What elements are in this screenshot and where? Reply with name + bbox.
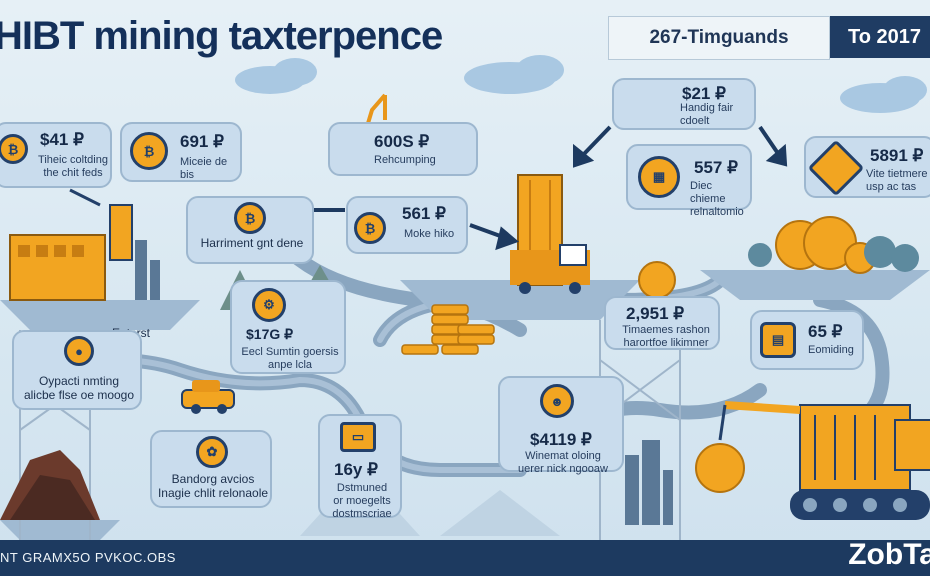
oil-drop-icon: ● [64, 336, 94, 366]
stat-caption: Vite tietmere usp ac tas [866, 168, 928, 193]
stat-card-8: 2,951 ₽ Timaemes rashon harortfoe likimn… [604, 296, 720, 350]
stat-value: 600S ₽ [374, 132, 430, 151]
gear-icon: ⚙ [252, 288, 286, 322]
stat-caption: Winemat oloing uerer nick ngooaw [518, 450, 608, 475]
stat-value: 5891 ₽ [870, 146, 924, 165]
stat-value: 557 ₽ [694, 158, 738, 177]
building-icon: ▤ [760, 322, 796, 358]
stat-value: 65 ₽ [808, 322, 843, 341]
warning-icon [807, 139, 865, 197]
stat-caption: Eomiding [808, 344, 854, 356]
stat-value: $4119 ₽ [530, 430, 592, 449]
coin-icon: ₿ [234, 202, 266, 234]
header-subtitle-box: 267-Timguands [608, 16, 830, 60]
stat-value: 561 ₽ [402, 204, 446, 223]
cart-icon: ▦ [638, 156, 680, 198]
bandorg-bubble: ✿ Bandorg avcios Inagie chlit relonaole [150, 430, 272, 508]
stat-value: 691 ₽ [180, 132, 224, 151]
coin-icon: ₿ [130, 132, 168, 170]
rose-icon: ✿ [196, 436, 228, 468]
coin-icon: ₿ [354, 212, 386, 244]
oypacti-label: Oypacti nmting alicbe flse oe moogo [23, 374, 135, 402]
stat-value: $41 ₽ [40, 130, 84, 149]
stat-value: 16y ₽ [334, 460, 378, 479]
stat-card-3: 600S ₽ Rehcumping [328, 122, 478, 176]
stat-card-7: ₿ 561 ₽ Moke hiko [346, 196, 468, 254]
brand-logo: ZobTa [848, 538, 930, 571]
stat-caption: Diec chieme relnaltomio [690, 180, 744, 218]
stat-value: 2,951 ₽ [626, 304, 685, 323]
stat-caption: Miceie de bis [180, 156, 228, 181]
stat-card-5: ▦ 557 ₽ Diec chieme relnaltomio [626, 144, 752, 218]
harriment-bubble: ₿ Harriment gnt dene [186, 196, 314, 264]
stat-caption: Timaemes rashon harortfoe likimner [622, 324, 710, 349]
stat-caption: Dstmuned or moegelts dostmscriae [332, 482, 392, 520]
stat-card-6: 5891 ₽ Vite tietmere usp ac tas [804, 136, 930, 198]
harriment-label: Harriment gnt dene [200, 236, 304, 250]
stat-caption: Handig fair cdoelt [680, 102, 734, 127]
stat-card-11: ☻ $4119 ₽ Winemat oloing uerer nick ngoo… [498, 376, 624, 475]
stat-value: $21 ₽ [682, 84, 726, 103]
bandorg-label: Bandorg avcios Inagie chlit relonaole [157, 472, 269, 500]
stat-caption: Rehcumping [374, 154, 436, 166]
stat-caption: Tiheic coltding the chit feds [38, 154, 108, 179]
stat-card-10: ⚙ $17G ₽ Eecl Sumtin goersis anpe lcla [230, 280, 346, 374]
stat-card-12: ▭ 16y ₽ Dstmuned or moegelts dostmscriae [318, 414, 402, 520]
coin-icon: ₿ [0, 134, 28, 164]
stat-caption: Eecl Sumtin goersis anpe lcla [241, 346, 339, 371]
worker-icon: ☻ [540, 384, 574, 418]
stat-caption: Moke hiko [404, 228, 455, 240]
header-year-box: To 2017 [830, 16, 930, 58]
footer-bar: NT GRAMX5O PVKOC.OBS ZobTa [0, 538, 930, 576]
stat-card-2: ₿ 691 ₽ Miceie de bis [120, 122, 242, 182]
stat-card-1: ₿ $41 ₽ Tiheic coltding the chit feds [0, 122, 112, 188]
stat-card-9: ▤ 65 ₽ Eomiding [750, 310, 864, 370]
footer-text: NT GRAMX5O PVKOC.OBS [0, 550, 176, 565]
stat-card-4: $21 ₽ Handig fair cdoelt [612, 78, 756, 130]
stat-value: $17G ₽ [246, 326, 294, 342]
page-title: HIBT mining taxterpence [0, 14, 443, 58]
oypacti-bubble: ● Oypacti nmting alicbe flse oe moogo [12, 330, 142, 410]
gold-bar-icon: ▭ [340, 422, 376, 452]
